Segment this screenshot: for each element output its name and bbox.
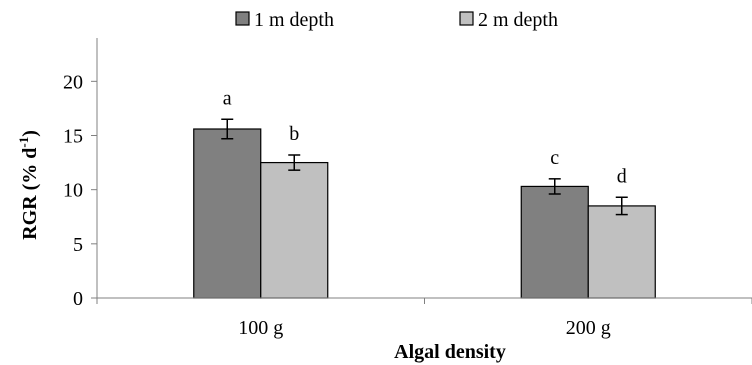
legend-swatch	[459, 11, 474, 26]
significance-label: c	[550, 147, 559, 169]
y-tick-label: 15	[63, 126, 83, 148]
legend-label: 1 m depth	[254, 9, 334, 31]
bar	[520, 185, 589, 299]
y-tick-label: 5	[73, 234, 83, 256]
significance-label: a	[223, 87, 232, 109]
x-category-label: 100 g	[238, 317, 283, 339]
y-axis-title-sup: -1	[16, 137, 31, 148]
legend-label: 2 m depth	[478, 9, 558, 31]
x-axis-title: Algal density	[394, 341, 506, 363]
x-category-label: 200 g	[566, 317, 611, 339]
x-axis: 100 g 200 g	[96, 297, 752, 339]
y-axis-title-close: )	[19, 130, 41, 137]
significance-label: b	[289, 123, 299, 145]
legend: 1 m depth 2 m depth	[235, 9, 558, 31]
legend-swatch	[235, 11, 250, 26]
y-tick-label: 0	[73, 288, 83, 310]
y-axis: 0 5 10 15 20	[63, 38, 98, 310]
bar	[260, 161, 329, 299]
y-tick-label: 20	[63, 71, 83, 93]
significance-label: d	[617, 165, 627, 187]
bar	[587, 205, 656, 299]
y-axis-title-main: RGR (% d	[19, 148, 41, 240]
y-axis-title: RGR (% d-1)	[16, 130, 41, 240]
bars: a b c d	[193, 87, 656, 299]
bar	[193, 128, 262, 299]
y-tick-label: 10	[63, 180, 83, 202]
